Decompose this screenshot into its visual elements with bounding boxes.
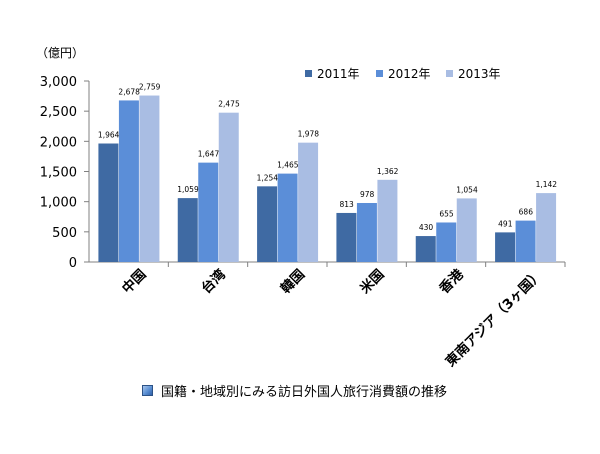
data-label: 813 [340, 200, 355, 209]
y-unit-label: （億円） [36, 46, 84, 60]
bar [118, 100, 139, 262]
bar [298, 142, 319, 262]
y-tick-label: 1,500 [40, 166, 77, 181]
bar [515, 220, 536, 262]
y-tick-label: 1,000 [40, 196, 77, 211]
legend-swatch [305, 70, 312, 77]
y-tick-label: 3,000 [40, 75, 77, 90]
data-label: 1,362 [377, 167, 399, 176]
bar [277, 173, 298, 262]
bar [356, 202, 377, 262]
data-label: 2,678 [118, 87, 140, 96]
y-tick-label: 0 [69, 256, 77, 271]
data-label: 978 [360, 190, 375, 199]
data-label: 655 [439, 209, 454, 218]
bar [536, 193, 557, 262]
bar [257, 186, 278, 262]
y-tick-label: 2,500 [40, 105, 77, 120]
x-tick-label: 韓国 [277, 266, 308, 297]
legend-label: 2013年 [458, 67, 501, 81]
data-label: 2,475 [218, 100, 240, 109]
data-label: 1,054 [456, 185, 478, 194]
data-label: 1,647 [198, 150, 220, 159]
data-label: 491 [498, 219, 513, 228]
bar [436, 222, 457, 262]
data-label: 1,059 [177, 185, 199, 194]
bar [218, 112, 239, 262]
bar [415, 236, 436, 262]
data-label: 2,759 [139, 83, 161, 92]
x-tick-label: 台湾 [198, 265, 229, 296]
bar [98, 143, 119, 262]
legend-swatch [376, 70, 383, 77]
bar [198, 162, 219, 262]
bar [177, 198, 198, 262]
bar [456, 198, 477, 262]
x-tick-label: 米国 [356, 266, 387, 297]
legend-swatch [446, 70, 453, 77]
bar [336, 212, 357, 262]
bar [139, 95, 160, 262]
legend-label: 2011年 [317, 67, 360, 81]
x-tick-label: 香港 [435, 265, 467, 297]
caption-text: 国籍・地域別にみる訪日外国人旅行消費額の推移 [161, 384, 448, 400]
data-label: 1,254 [257, 173, 279, 182]
data-label: 686 [519, 208, 534, 217]
legend-label: 2012年 [388, 67, 431, 81]
caption-marker-icon [142, 384, 153, 396]
data-label: 430 [419, 223, 434, 232]
data-label: 1,978 [298, 130, 320, 139]
y-tick-label: 500 [52, 226, 77, 241]
data-label: 1,465 [277, 161, 299, 170]
bar [495, 232, 516, 262]
y-tick-label: 2,000 [40, 135, 77, 150]
chart-caption: 国籍・地域別にみる訪日外国人旅行消費額の推移 [142, 381, 448, 400]
data-label: 1,964 [98, 131, 120, 140]
x-tick-label: 中国 [118, 266, 149, 297]
data-label: 1,142 [536, 180, 558, 189]
bar [377, 179, 398, 262]
